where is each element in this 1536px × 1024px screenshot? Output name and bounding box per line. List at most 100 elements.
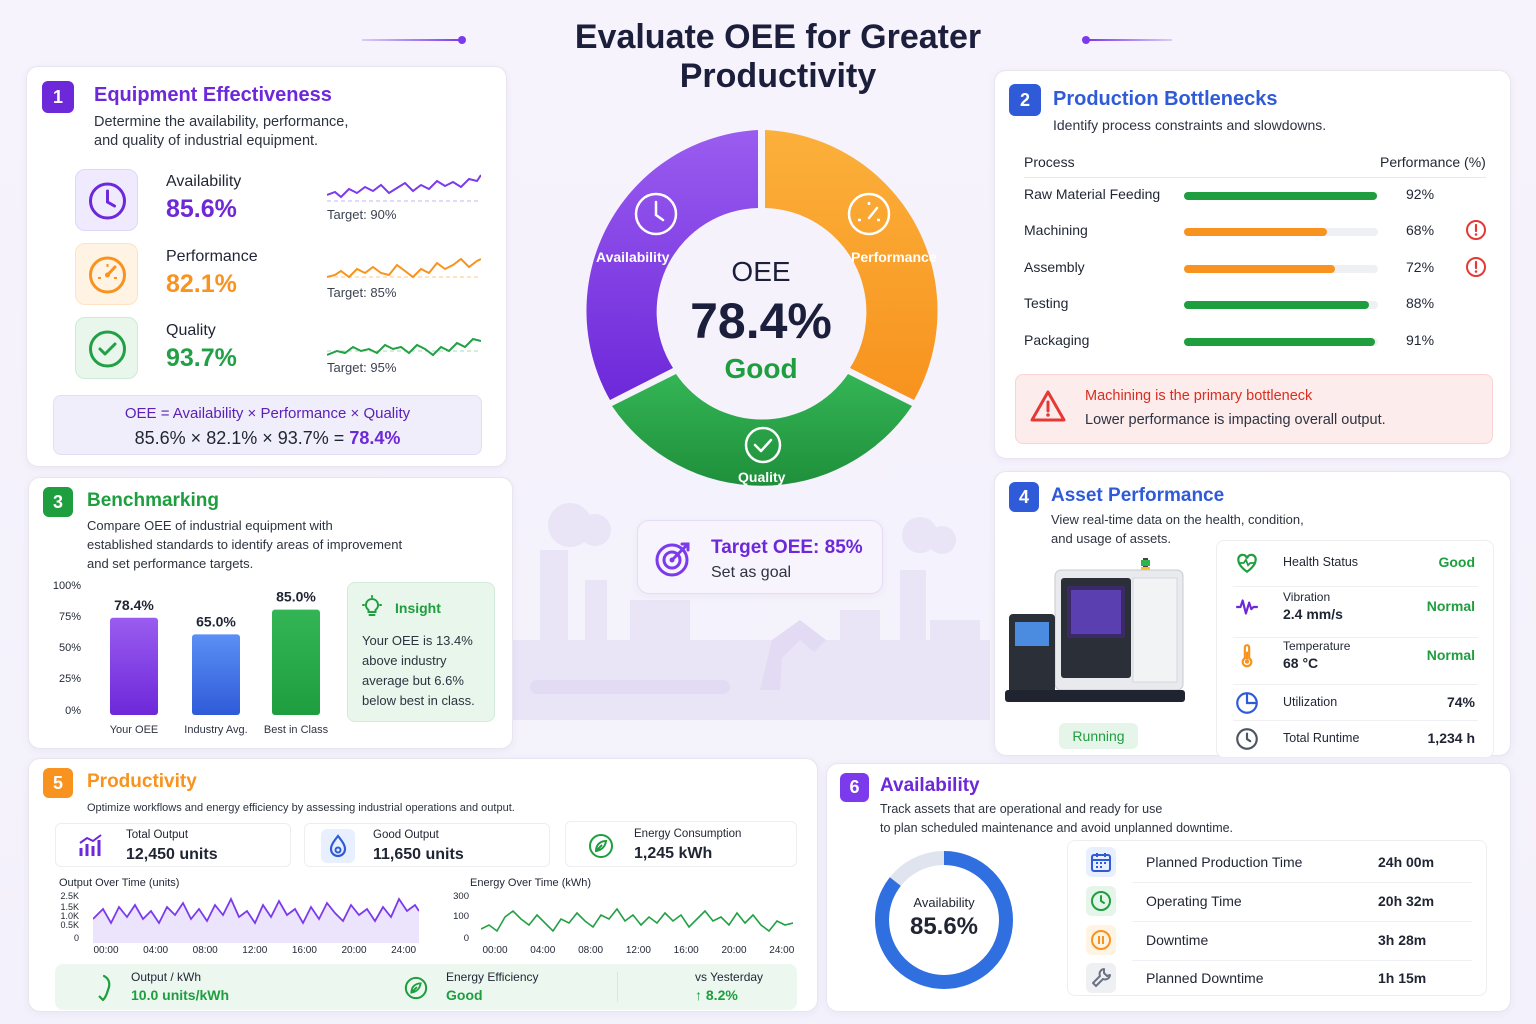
equipment-effectiveness-card: 1 Equipment Effectiveness Determine the … bbox=[26, 66, 507, 467]
x-tick-label: 08:00 bbox=[578, 945, 604, 956]
section-description: View real-time data on the health, condi… bbox=[1051, 512, 1304, 546]
factory-background bbox=[510, 503, 990, 720]
calendar-icon bbox=[1091, 853, 1111, 872]
performance-bar-fill bbox=[1184, 228, 1327, 236]
category-label: Industry Avg. bbox=[184, 724, 247, 736]
performance-bar-track bbox=[1184, 228, 1378, 236]
page-title: Evaluate OEE for Greater Productivity bbox=[574, 18, 982, 95]
plug-icon bbox=[98, 974, 111, 1002]
productivity-footer: Output / kWh 10.0 units/kWh Energy Effic… bbox=[55, 964, 797, 1010]
donut-segment-performance bbox=[765, 130, 938, 400]
asset-performance-card: 4 Asset Performance View real-time data … bbox=[994, 471, 1511, 758]
bar-industry-avg- bbox=[192, 634, 240, 715]
row-divider bbox=[1132, 882, 1472, 883]
x-tick-label: 00:00 bbox=[482, 945, 508, 956]
footer-label: vs Yesterday bbox=[695, 970, 764, 984]
availability-ring-arc bbox=[875, 851, 1013, 989]
process-name: Testing bbox=[1024, 295, 1069, 311]
section-title: Benchmarking bbox=[87, 490, 219, 511]
thermometer-icon bbox=[1241, 644, 1253, 668]
y-tick-label: 300 bbox=[453, 891, 469, 902]
y-tick-label: 0 bbox=[73, 933, 79, 943]
footer-label: Output / kWh bbox=[131, 970, 202, 984]
section-number: 3 bbox=[43, 487, 73, 517]
clock-icon bbox=[1236, 728, 1258, 750]
target-oee-card[interactable]: Target OEE: 85% Set as goal bbox=[637, 520, 883, 594]
heart-pulse-icon bbox=[1237, 553, 1257, 573]
column-header-process: Process bbox=[1024, 154, 1075, 170]
metric-value: 85.6% bbox=[166, 195, 237, 223]
donut-segment-quality bbox=[612, 374, 912, 486]
insight-text: Your OEE is 13.4% above industry average… bbox=[362, 633, 475, 708]
y-tick-label: 0 bbox=[463, 933, 469, 944]
formula-calc-result: 78.4% bbox=[349, 428, 401, 448]
performance-value: 68% bbox=[1406, 222, 1435, 238]
y-tick-label: 100 bbox=[453, 911, 469, 922]
alert-text: Lower performance is impacting overall o… bbox=[1085, 412, 1386, 428]
formula-text: OEE = Availability × Performance × Quali… bbox=[124, 405, 411, 422]
alert-circle-icon bbox=[1466, 220, 1486, 240]
performance-value: 88% bbox=[1406, 295, 1435, 311]
x-tick-label: 24:00 bbox=[769, 945, 795, 956]
performance-value: 72% bbox=[1406, 259, 1435, 275]
stat-tile-energy: Energy Consumption 1,245 kWh bbox=[565, 821, 797, 867]
benchmarking-card: 3 Benchmarking Compare OEE of industrial… bbox=[28, 477, 513, 749]
metric-target: Target: 90% bbox=[327, 207, 397, 222]
donut-label-availability: Availability bbox=[596, 249, 670, 265]
row-divider bbox=[1233, 586, 1478, 587]
x-tick-label: 12:00 bbox=[242, 945, 268, 956]
column-header-performance: Performance (%) bbox=[1380, 154, 1486, 170]
row-divider bbox=[1233, 684, 1478, 685]
footer-label: Energy Efficiency bbox=[446, 970, 539, 984]
row-icon-tile bbox=[1086, 925, 1116, 955]
asset-stat-value: 74% bbox=[1446, 694, 1475, 710]
performance-bar-fill bbox=[1184, 192, 1378, 200]
energy-line-chart bbox=[481, 907, 793, 933]
quality-icon-tile bbox=[75, 317, 138, 379]
y-tick-label: 25% bbox=[58, 673, 81, 685]
stat-tile-good-output: Good Output 11,650 units bbox=[304, 823, 550, 867]
clock-icon bbox=[89, 182, 126, 220]
availability-row-value: 24h 00m bbox=[1378, 854, 1435, 870]
bar-value-label: 85.0% bbox=[276, 589, 316, 605]
bar-best-in-class bbox=[272, 609, 320, 715]
y-tick-label: 2.5K bbox=[60, 891, 79, 901]
performance-bar-fill bbox=[1184, 338, 1376, 346]
x-tick-label: 20:00 bbox=[341, 945, 367, 956]
metric-value: 93.7% bbox=[166, 344, 237, 372]
header-line-right bbox=[1088, 39, 1172, 41]
process-name: Packaging bbox=[1024, 332, 1090, 348]
y-tick-label: 100% bbox=[52, 580, 81, 592]
cnc-machine-image bbox=[1005, 558, 1185, 702]
asset-stat-value: Good bbox=[1438, 554, 1475, 570]
availability-row-label: Downtime bbox=[1146, 932, 1209, 948]
stat-label: Total Output bbox=[126, 829, 189, 841]
donut-label-quality: Quality bbox=[738, 469, 786, 485]
row-divider bbox=[1233, 637, 1478, 638]
x-tick-label: 00:00 bbox=[93, 945, 119, 956]
asset-status-badge: Running bbox=[1059, 723, 1138, 749]
pie-icon bbox=[1236, 692, 1258, 714]
y-tick-label: 75% bbox=[58, 611, 81, 623]
performance-bar-fill bbox=[1184, 265, 1336, 273]
footer-value: Good bbox=[446, 987, 483, 1003]
bar-value-label: 65.0% bbox=[196, 613, 236, 629]
x-tick-label: 16:00 bbox=[291, 945, 317, 956]
lightbulb-icon bbox=[362, 595, 382, 616]
x-tick-label: 04:00 bbox=[530, 945, 556, 956]
availability-stats-panel bbox=[1067, 840, 1487, 996]
section-title: Production Bottlenecks bbox=[1053, 88, 1278, 110]
row-icon-tile bbox=[1086, 847, 1116, 877]
output-line-chart bbox=[93, 896, 419, 943]
y-tick-label: 0.5K bbox=[60, 920, 79, 930]
availability-row-value: 1h 15m bbox=[1378, 970, 1427, 986]
section-description: Track assets that are operational and re… bbox=[880, 802, 1234, 835]
asset-stat-label: Vibration bbox=[1283, 590, 1331, 604]
energy-chart-title: Energy Over Time (kWh) bbox=[470, 877, 592, 889]
section-description: Optimize workflows and energy efficiency… bbox=[87, 802, 515, 814]
section-title: Availability bbox=[880, 775, 980, 796]
footer-value: ↑ 8.2% bbox=[695, 987, 738, 1003]
row-divider bbox=[1233, 720, 1478, 721]
bottleneck-alert: Machining is the primary bottleneck Lowe… bbox=[1015, 374, 1493, 444]
x-tick-label: 04:00 bbox=[143, 945, 169, 956]
